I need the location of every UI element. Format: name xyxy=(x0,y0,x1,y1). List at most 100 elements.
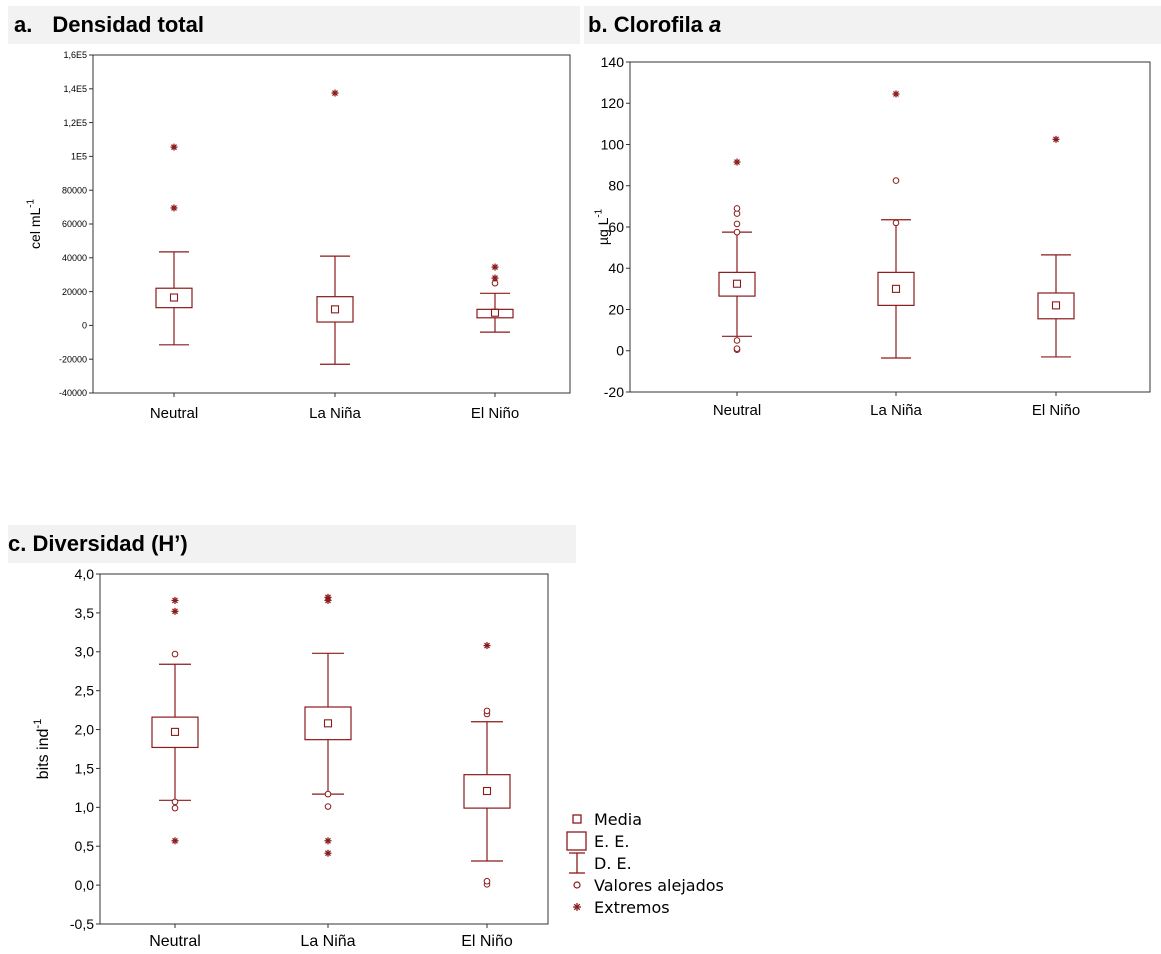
y-tick-label: 80000 xyxy=(62,185,87,195)
y-tick-label: 0 xyxy=(616,343,624,359)
legend-label-se: E. E. xyxy=(594,831,630,851)
extreme-point xyxy=(491,274,499,282)
mean-marker xyxy=(891,284,901,293)
extreme-point xyxy=(171,596,179,604)
panel-b-title-text: Clorofila xyxy=(613,12,703,37)
legend-item-mean: Media xyxy=(566,808,642,830)
panel-a-letter: a. xyxy=(14,12,33,37)
y-tick-label: 120 xyxy=(601,95,625,111)
y-tick-label: 0,5 xyxy=(75,838,95,854)
extreme-point xyxy=(331,89,339,97)
x-tick-label: Neutral xyxy=(150,405,198,422)
extreme-point xyxy=(324,837,332,845)
outlier-point xyxy=(483,707,491,715)
outlier-point xyxy=(171,650,179,658)
y-tick-label: 20000 xyxy=(62,287,87,297)
y-tick-label: 0 xyxy=(82,321,87,331)
x-tick-label: La Niña xyxy=(870,402,922,419)
mean-marker xyxy=(330,305,340,314)
mean-marker-icon xyxy=(572,814,582,824)
plot-frame-c xyxy=(99,573,549,925)
y-tick-label: 0,0 xyxy=(75,877,95,893)
se-box xyxy=(718,271,756,297)
x-tick-label: Neutral xyxy=(713,402,761,419)
mean-marker xyxy=(732,279,742,288)
y-tick-label: 1,0 xyxy=(75,799,95,815)
y-tick-label: 100 xyxy=(601,136,625,152)
se-box xyxy=(316,296,354,323)
outlier-point xyxy=(171,798,179,806)
y-tick-label: 40 xyxy=(608,260,624,276)
mean-marker xyxy=(323,719,333,728)
se-box xyxy=(1037,292,1075,320)
y-tick-label: 1,2E5 xyxy=(63,118,87,128)
chart-legend: Media E. E. D. E. Valores alejados Extre… xyxy=(566,808,786,938)
y-tick-label: 1,4E5 xyxy=(63,84,87,94)
y-tick-label: 20 xyxy=(608,301,624,317)
panel-a-title-text: Densidad total xyxy=(52,12,204,37)
outlier-point xyxy=(733,345,741,352)
plot-frame-b xyxy=(629,61,1151,393)
mean-marker xyxy=(169,293,179,302)
outlier-point xyxy=(733,205,741,212)
y-tick-label: 140 xyxy=(601,54,625,70)
extreme-point xyxy=(324,849,332,857)
extreme-point xyxy=(171,837,179,845)
y-tick-label: 80 xyxy=(608,178,624,194)
outlier-point xyxy=(324,803,332,810)
outlier-point xyxy=(171,804,179,812)
panel-b-title: b. Clorofila a xyxy=(584,6,1161,44)
se-box xyxy=(151,716,199,749)
sd-whisker-icon xyxy=(569,852,585,874)
x-tick-label: El Niño xyxy=(1032,402,1080,419)
y-tick-label: -20 xyxy=(604,384,624,400)
outlier-point xyxy=(733,337,741,344)
panel-c-letter: c. xyxy=(8,531,27,556)
y-tick-label: 3,0 xyxy=(75,644,95,660)
x-tick-label: La Niña xyxy=(309,405,361,422)
extreme-point xyxy=(170,204,178,212)
legend-label-extreme: Extremos xyxy=(594,897,670,917)
outlier-point xyxy=(483,877,491,885)
extreme-marker-icon xyxy=(573,903,581,911)
y-tick-label: 3,5 xyxy=(75,605,95,621)
extreme-point xyxy=(324,593,332,601)
legend-item-extreme: Extremos xyxy=(566,896,670,918)
y-tick-label: 2,0 xyxy=(75,721,95,737)
extreme-point xyxy=(892,90,900,98)
mean-marker xyxy=(170,727,180,736)
outlier-point xyxy=(892,177,900,184)
se-box xyxy=(463,774,511,809)
panel-b-letter: b. xyxy=(588,12,608,37)
y-tick-label: 60 xyxy=(608,219,624,235)
extreme-point xyxy=(170,143,178,151)
plot-frame-a xyxy=(92,54,571,394)
y-tick-label: 4,0 xyxy=(75,566,95,582)
x-tick-label: Neutral xyxy=(149,933,201,950)
outlier-point xyxy=(892,219,900,227)
extreme-point xyxy=(491,263,499,271)
legend-label-mean: Media xyxy=(594,809,643,829)
se-box xyxy=(304,706,352,741)
mean-marker xyxy=(1051,301,1061,310)
se-box xyxy=(155,287,193,309)
y-tick-label: -20000 xyxy=(59,354,87,364)
panel-c-title-text: Diversidad (H’) xyxy=(32,531,188,556)
x-tick-label: La Niña xyxy=(300,933,355,950)
y-axis-label: µg L-1 xyxy=(594,209,611,245)
panel-a-title: a. Densidad total xyxy=(8,6,580,44)
mean-marker xyxy=(490,308,500,317)
x-tick-label: El Niño xyxy=(461,933,513,950)
y-tick-label: 60000 xyxy=(62,219,87,229)
panel-c-title: c. Diversidad (H’) xyxy=(8,525,576,563)
panel-b-title-italic: a xyxy=(709,12,722,37)
outlier-point xyxy=(324,790,332,798)
y-tick-label: 40000 xyxy=(62,253,87,263)
legend-item-sd: D. E. xyxy=(566,852,632,874)
extreme-point xyxy=(1052,135,1060,143)
outlier-point xyxy=(733,228,741,236)
legend-item-outlier: Valores alejados xyxy=(566,874,724,896)
y-tick-label: 1,6E5 xyxy=(63,50,87,60)
y-axis-label: cel mL-1 xyxy=(26,199,43,249)
